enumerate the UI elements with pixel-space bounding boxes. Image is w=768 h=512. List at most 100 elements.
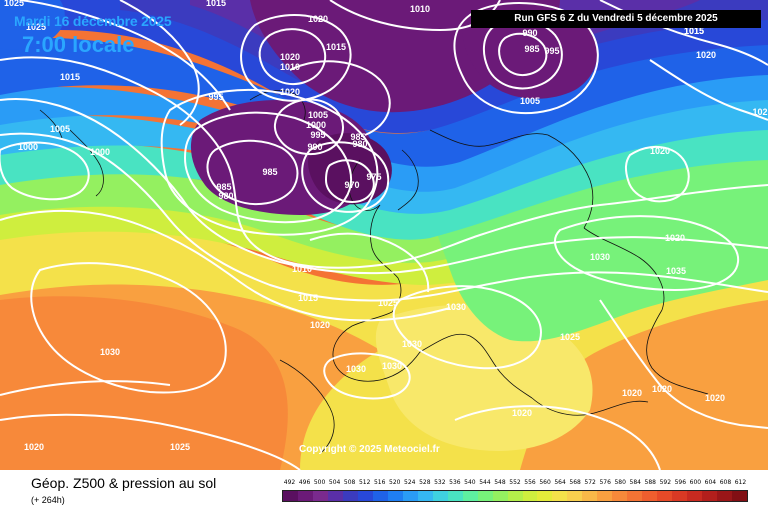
copyright-notice: Copyright © 2025 Meteociel.fr [299,444,440,455]
isobar-label: 1000 [18,142,38,152]
legend-value-label: 524 [404,479,416,486]
isobar-label: 1010 [410,4,430,14]
isobar-label: 1020 [512,408,532,418]
legend-swatch [687,491,703,501]
isobar-label: 1035 [666,266,686,276]
isobar-label: 1020 [310,320,330,330]
legend-value-label: 552 [509,479,521,486]
legend-value-label: 492 [283,479,296,486]
legend-value-label: 580 [614,479,626,486]
isobar-label: 970 [344,180,359,190]
legend-value-label: 528 [419,479,431,486]
legend-swatch [492,491,508,501]
isobar-label: 1020 [280,52,300,62]
isobar-line [323,352,411,400]
isobar-line [301,141,390,213]
color-scale-labels: 492 496 500 504 508 512 516 520 524 528 532 536 540 5… [282,479,748,489]
field-blue-upper-left [0,0,65,50]
isobar-label: 990 [522,28,537,38]
isobar-label: 1010 [292,264,312,274]
isobar-label: 1030 [382,361,402,371]
isobar-line [649,59,768,121]
isobar-label: 1025 [378,298,398,308]
legend-value-label: 548 [494,479,506,486]
isobar-label: 102 [752,107,767,117]
legend-swatch [597,491,613,501]
legend-value-label: 588 [644,479,656,486]
legend-value-label: 576 [599,479,611,486]
legend-value-label: 572 [584,479,596,486]
isobar-line [498,32,548,76]
legend-value-label: 512 [358,479,371,486]
isobar-label: 1025 [26,22,46,32]
isobar-label: 1010 [280,62,300,72]
isobar-line [160,89,379,236]
legend-swatch [372,491,388,501]
legend-swatch [312,491,328,501]
isobar-label: 980 [218,191,233,201]
isobar-label: 1015 [298,293,318,303]
isobar-line [0,380,171,396]
isobar-label: 990 [307,142,322,152]
isobar-line [599,299,768,429]
isobar-label: 1025 [4,0,24,8]
field-low-purple-ne [462,5,598,99]
isobar-line [258,28,327,85]
legend-swatch [642,491,658,501]
legend-swatch [507,491,523,501]
isobar-line [240,14,352,102]
isobar-label: 1020 [650,146,670,156]
legend-value-label: 532 [434,479,446,486]
legend-swatch [283,491,298,501]
isobar-line [454,405,661,470]
legend-swatch [462,491,478,501]
isobar-label: 985 [216,182,231,192]
isobar-label: 1020 [696,50,716,60]
isobar-label: 1020 [622,388,642,398]
legend-swatch [357,491,373,501]
legend-value-label: 564 [554,479,566,486]
legend-swatch [447,491,463,501]
isobar-label: 1005 [50,124,70,134]
legend-value-label: 596 [674,479,687,486]
isobar-line [274,98,344,156]
legend-value-label: 536 [449,479,461,486]
legend-value-label: 612 [734,479,747,486]
isobar-label: 1020 [665,233,685,243]
legend-swatch [432,491,448,501]
legend-swatch [672,491,688,501]
isobar-label: 1020 [24,442,44,452]
coastlines [39,90,709,453]
isobar-label: 1005 [308,110,328,120]
isobar-line [0,132,768,302]
legend-value-label: 520 [389,479,401,486]
legend-value-label: 544 [479,479,491,486]
legend-swatch [297,491,313,501]
isobar-label: 1030 [100,347,120,357]
isobar-line [0,209,451,322]
isobars [0,0,768,470]
isobar-label: 1030 [590,252,610,262]
legend-swatch [582,491,598,501]
map-area: 1025 1025 1015 1020 1010 1015 1015 1020 995 1005 1… [0,0,768,470]
isobar-label: 1025 [170,442,190,452]
legend-value-label: 540 [464,479,476,486]
isobar-line [0,141,90,201]
isobar-line [453,2,599,115]
legend-swatch [567,491,583,501]
isobar-label: 1015 [206,0,226,8]
legend-swatch [627,491,643,501]
legend-swatch [342,491,358,501]
legend-swatch [732,491,748,501]
isobar-line [119,0,200,126]
isobar-label: 980 [352,139,367,149]
legend-value-label: 508 [343,479,356,486]
isobar-line [392,285,542,370]
isobar-label: 1005 [520,96,540,106]
isobar-label: 1030 [446,302,466,312]
isobar-label: 1015 [326,42,346,52]
isobar-label: 995 [310,130,325,140]
isobar-label: 985 [350,132,365,142]
isobar-line [183,111,353,224]
